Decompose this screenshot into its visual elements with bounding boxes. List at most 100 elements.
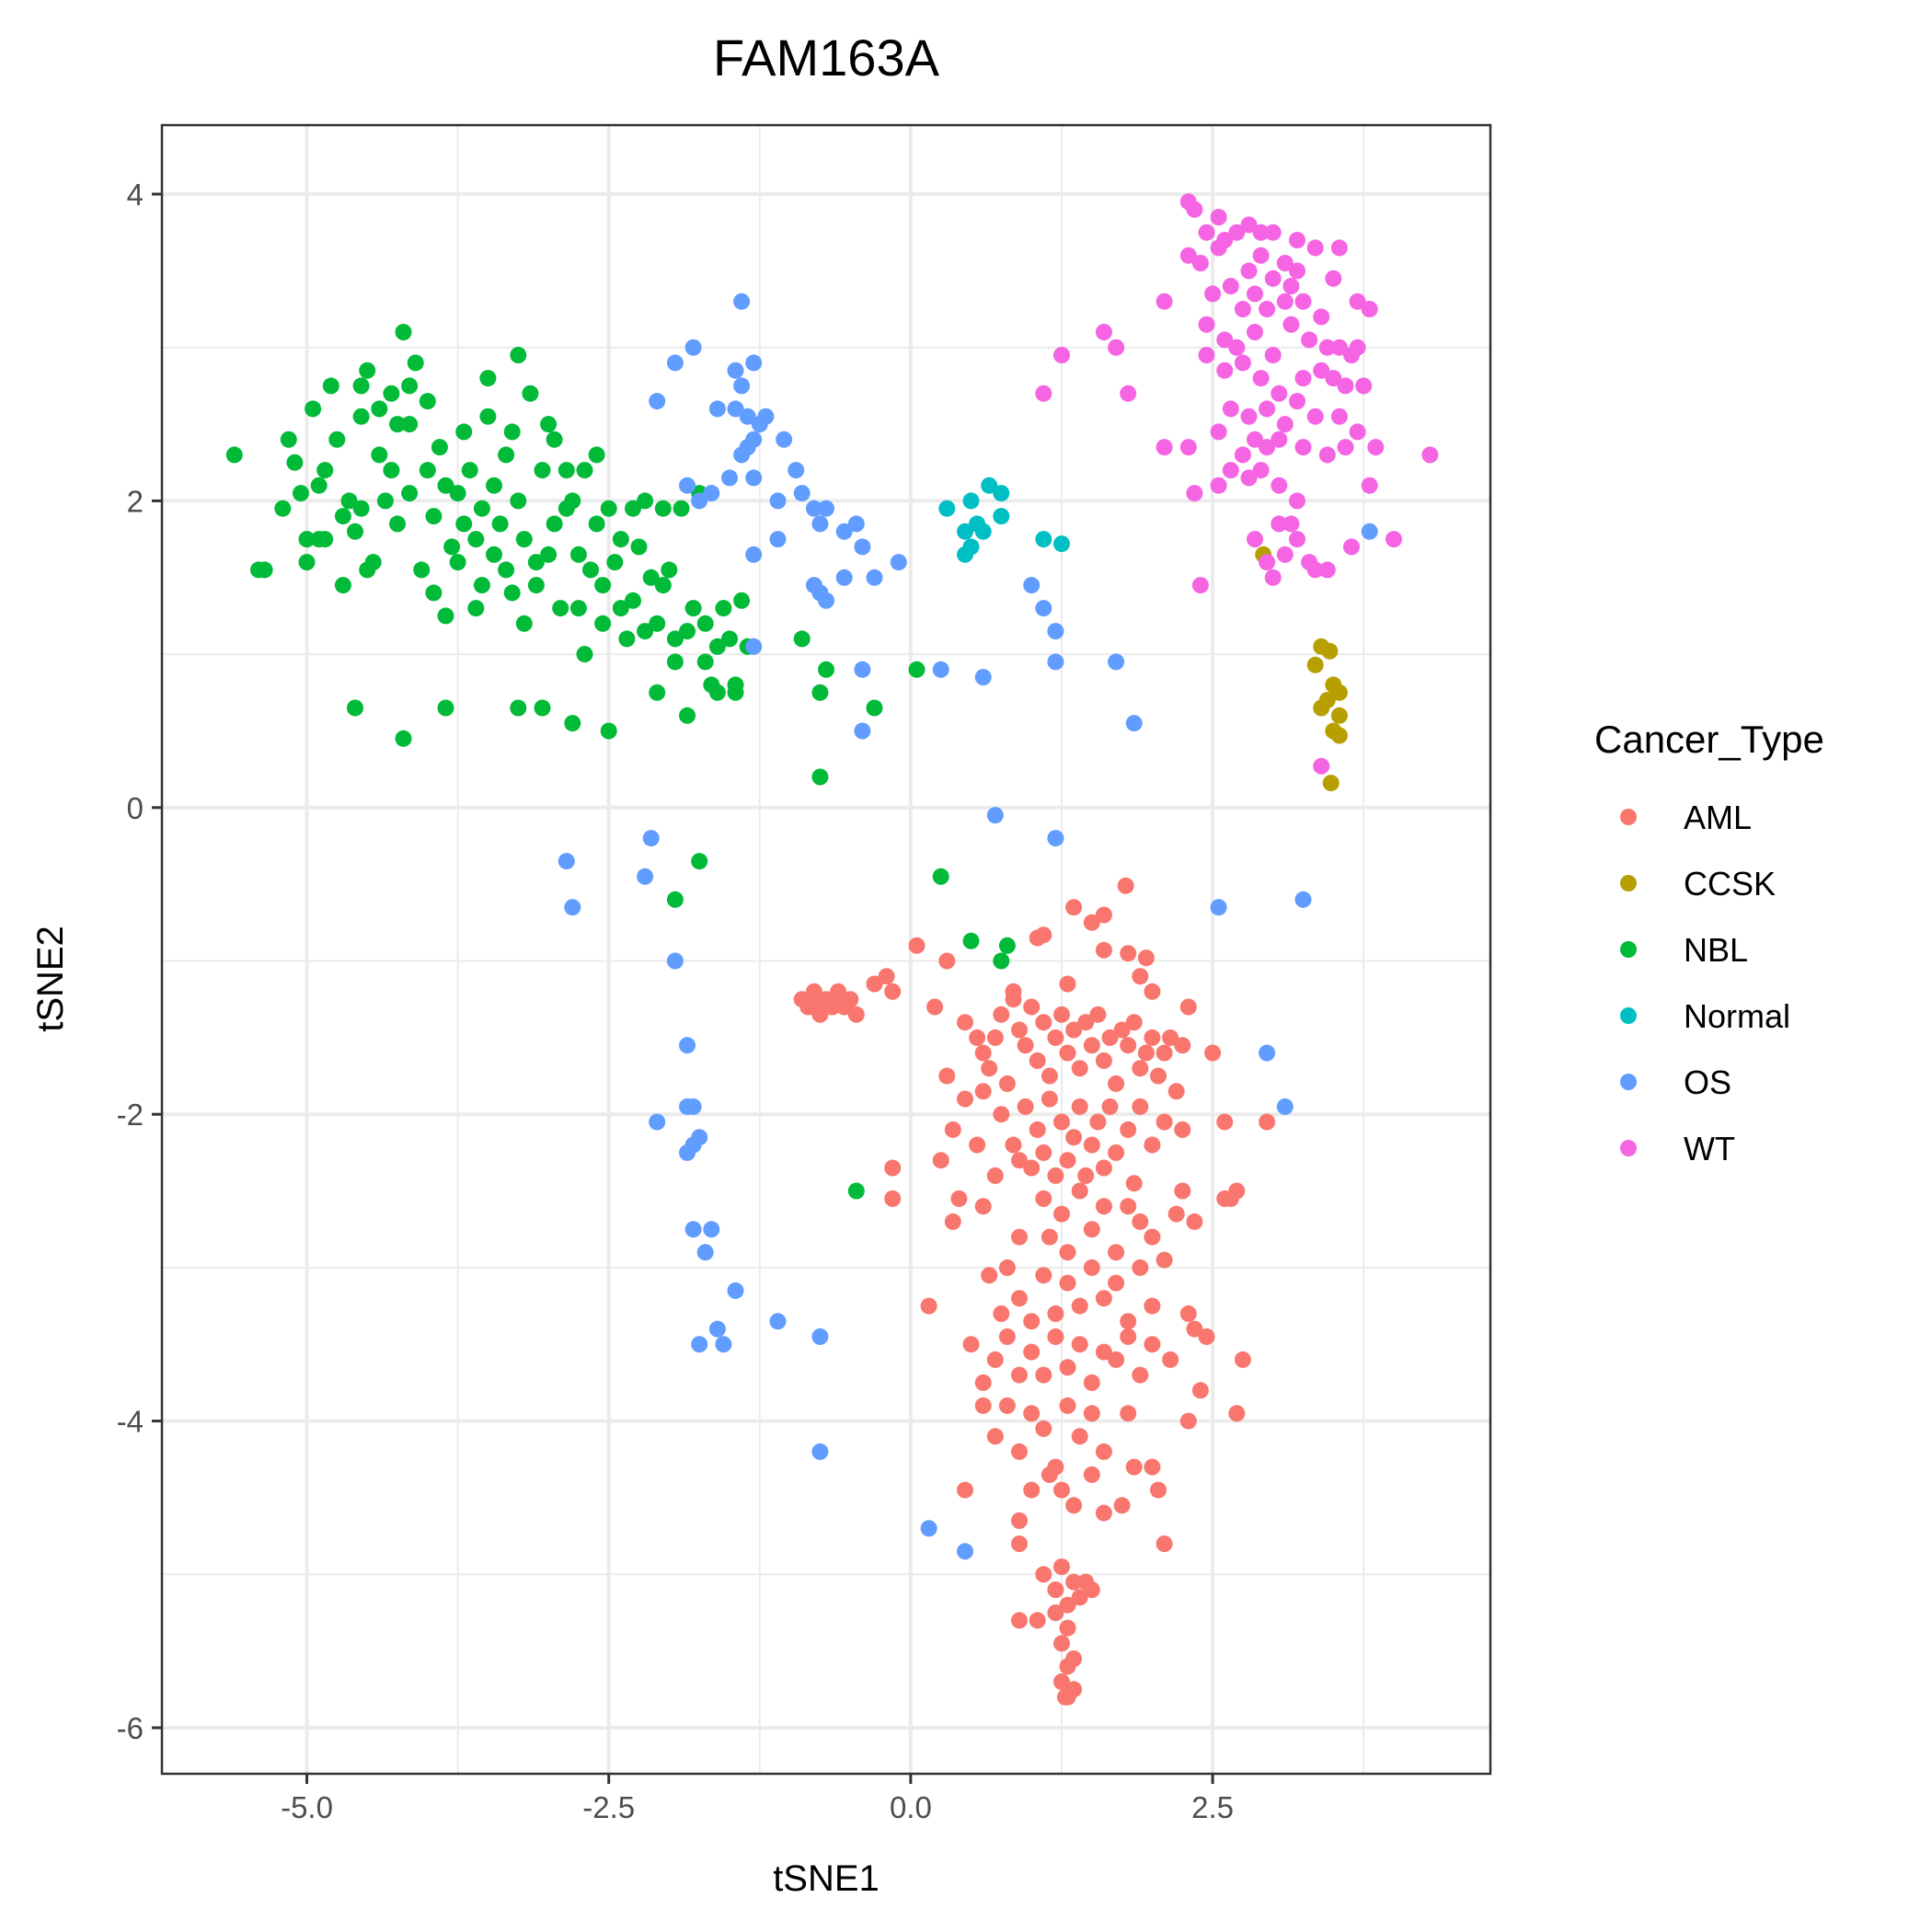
data-point: [1101, 1029, 1119, 1046]
data-point: [1023, 1343, 1041, 1361]
data-point: [1035, 385, 1052, 402]
data-point: [974, 1397, 992, 1414]
data-point: [540, 546, 558, 563]
data-point: [1041, 1090, 1058, 1108]
data-point: [498, 446, 515, 464]
data-point: [401, 416, 419, 433]
data-point: [708, 400, 726, 418]
data-point: [1035, 1144, 1052, 1161]
data-point: [715, 600, 732, 617]
data-point: [569, 546, 587, 563]
data-point: [461, 462, 478, 479]
data-point: [1071, 1428, 1088, 1445]
data-point: [1259, 439, 1276, 456]
data-point: [383, 462, 400, 479]
data-point: [1053, 1205, 1070, 1223]
data-point: [371, 446, 388, 464]
data-point: [625, 592, 641, 609]
data-point: [1011, 1228, 1028, 1246]
data-point: [1011, 1021, 1028, 1039]
data-point: [479, 408, 497, 425]
data-point: [993, 1006, 1010, 1023]
data-point: [1179, 998, 1197, 1016]
data-point: [1156, 1251, 1173, 1269]
x-axis-title: tSNE1: [773, 1858, 880, 1899]
data-point: [334, 577, 351, 594]
series-normal: [938, 477, 1070, 563]
data-point: [437, 699, 454, 717]
data-point: [878, 968, 895, 985]
y-tick-label: 0: [127, 791, 144, 825]
data-point: [515, 615, 533, 632]
data-point: [1144, 983, 1161, 1000]
data-point: [654, 577, 672, 594]
data-point: [769, 492, 787, 510]
y-tick-label: -4: [117, 1405, 144, 1439]
data-point: [395, 324, 412, 340]
data-point: [486, 546, 502, 563]
data-point: [926, 998, 944, 1016]
data-point: [1011, 1152, 1028, 1169]
data-point: [998, 1259, 1016, 1276]
data-point: [1259, 554, 1276, 571]
data-point: [1059, 1274, 1076, 1292]
data-point: [1252, 224, 1270, 241]
data-point: [1271, 515, 1288, 533]
data-point: [957, 1543, 973, 1560]
data-point: [515, 531, 533, 548]
data-point: [1306, 239, 1324, 257]
data-point: [811, 768, 829, 786]
data-point: [1059, 1688, 1076, 1706]
data-point: [1029, 1612, 1046, 1629]
data-point: [811, 1328, 829, 1345]
data-point: [811, 515, 829, 533]
data-point: [1259, 1044, 1276, 1062]
data-point: [1035, 600, 1052, 617]
data-point: [969, 1029, 986, 1046]
legend-swatch: [1620, 1007, 1637, 1024]
data-point: [588, 515, 605, 533]
data-point: [1289, 393, 1305, 410]
data-point: [1349, 339, 1366, 356]
legend-title: Cancer_Type: [1594, 718, 1824, 761]
data-point: [1120, 1121, 1137, 1138]
data-point: [1053, 1113, 1070, 1131]
data-point: [1120, 1037, 1137, 1054]
series-wt: [1035, 193, 1439, 775]
data-point: [1421, 446, 1439, 464]
data-point: [1321, 642, 1339, 660]
legend-label: AML: [1684, 799, 1752, 836]
data-point: [666, 891, 684, 908]
data-point: [654, 500, 672, 517]
data-point: [805, 998, 822, 1016]
data-point: [649, 684, 666, 701]
data-point: [1125, 1175, 1143, 1192]
data-point: [413, 561, 431, 579]
data-point: [310, 477, 328, 494]
data-point: [1035, 1014, 1052, 1031]
data-point: [1276, 416, 1294, 433]
data-point: [1029, 1052, 1046, 1069]
data-point: [866, 699, 883, 717]
data-point: [1108, 653, 1125, 671]
data-point: [1234, 446, 1251, 464]
data-point: [684, 1098, 702, 1115]
data-point: [606, 554, 624, 571]
data-point: [274, 500, 292, 517]
data-point: [1282, 278, 1300, 294]
data-point: [1228, 224, 1246, 241]
data-point: [1174, 1182, 1191, 1200]
data-point: [564, 715, 581, 732]
data-point: [1330, 408, 1348, 425]
data-point: [425, 584, 443, 602]
data-point: [1210, 899, 1227, 916]
data-point: [1179, 1412, 1197, 1430]
data-point: [733, 592, 751, 609]
data-point: [769, 1313, 787, 1330]
data-point: [1150, 1067, 1167, 1085]
data-point: [962, 932, 980, 949]
data-point: [1083, 914, 1100, 931]
data-point: [1108, 1351, 1125, 1368]
data-point: [443, 538, 461, 556]
